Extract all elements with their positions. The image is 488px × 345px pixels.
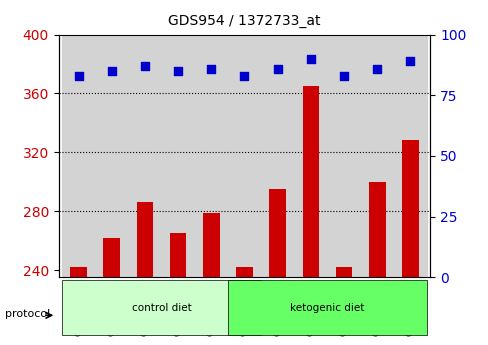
Bar: [161, 34, 194, 277]
Bar: [103, 238, 120, 345]
Bar: [393, 34, 426, 277]
Bar: [169, 233, 186, 345]
Bar: [227, 34, 261, 277]
Point: [141, 63, 148, 69]
Bar: [302, 86, 319, 345]
Point: [406, 58, 413, 64]
Bar: [401, 140, 418, 345]
Point: [340, 73, 347, 79]
Bar: [368, 182, 385, 345]
Bar: [136, 202, 153, 345]
Text: protocol: protocol: [5, 309, 50, 319]
Bar: [236, 267, 252, 345]
Bar: [194, 34, 227, 277]
Point: [207, 66, 215, 71]
Text: ketogenic diet: ketogenic diet: [290, 303, 364, 313]
Point: [372, 66, 380, 71]
Bar: [70, 267, 87, 345]
Bar: [269, 189, 285, 345]
Bar: [95, 34, 128, 277]
Point: [240, 73, 248, 79]
FancyBboxPatch shape: [62, 280, 261, 335]
Bar: [62, 34, 95, 277]
Bar: [335, 267, 352, 345]
Point: [108, 68, 116, 74]
Bar: [294, 34, 327, 277]
Point: [306, 56, 314, 61]
Bar: [261, 34, 294, 277]
Point: [273, 66, 281, 71]
Bar: [203, 213, 219, 345]
Bar: [128, 34, 161, 277]
Text: control diet: control diet: [131, 303, 191, 313]
Point: [75, 73, 82, 79]
FancyBboxPatch shape: [227, 280, 426, 335]
Bar: [360, 34, 393, 277]
Bar: [327, 34, 360, 277]
Point: [174, 68, 182, 74]
Text: GDS954 / 1372733_at: GDS954 / 1372733_at: [168, 14, 320, 28]
